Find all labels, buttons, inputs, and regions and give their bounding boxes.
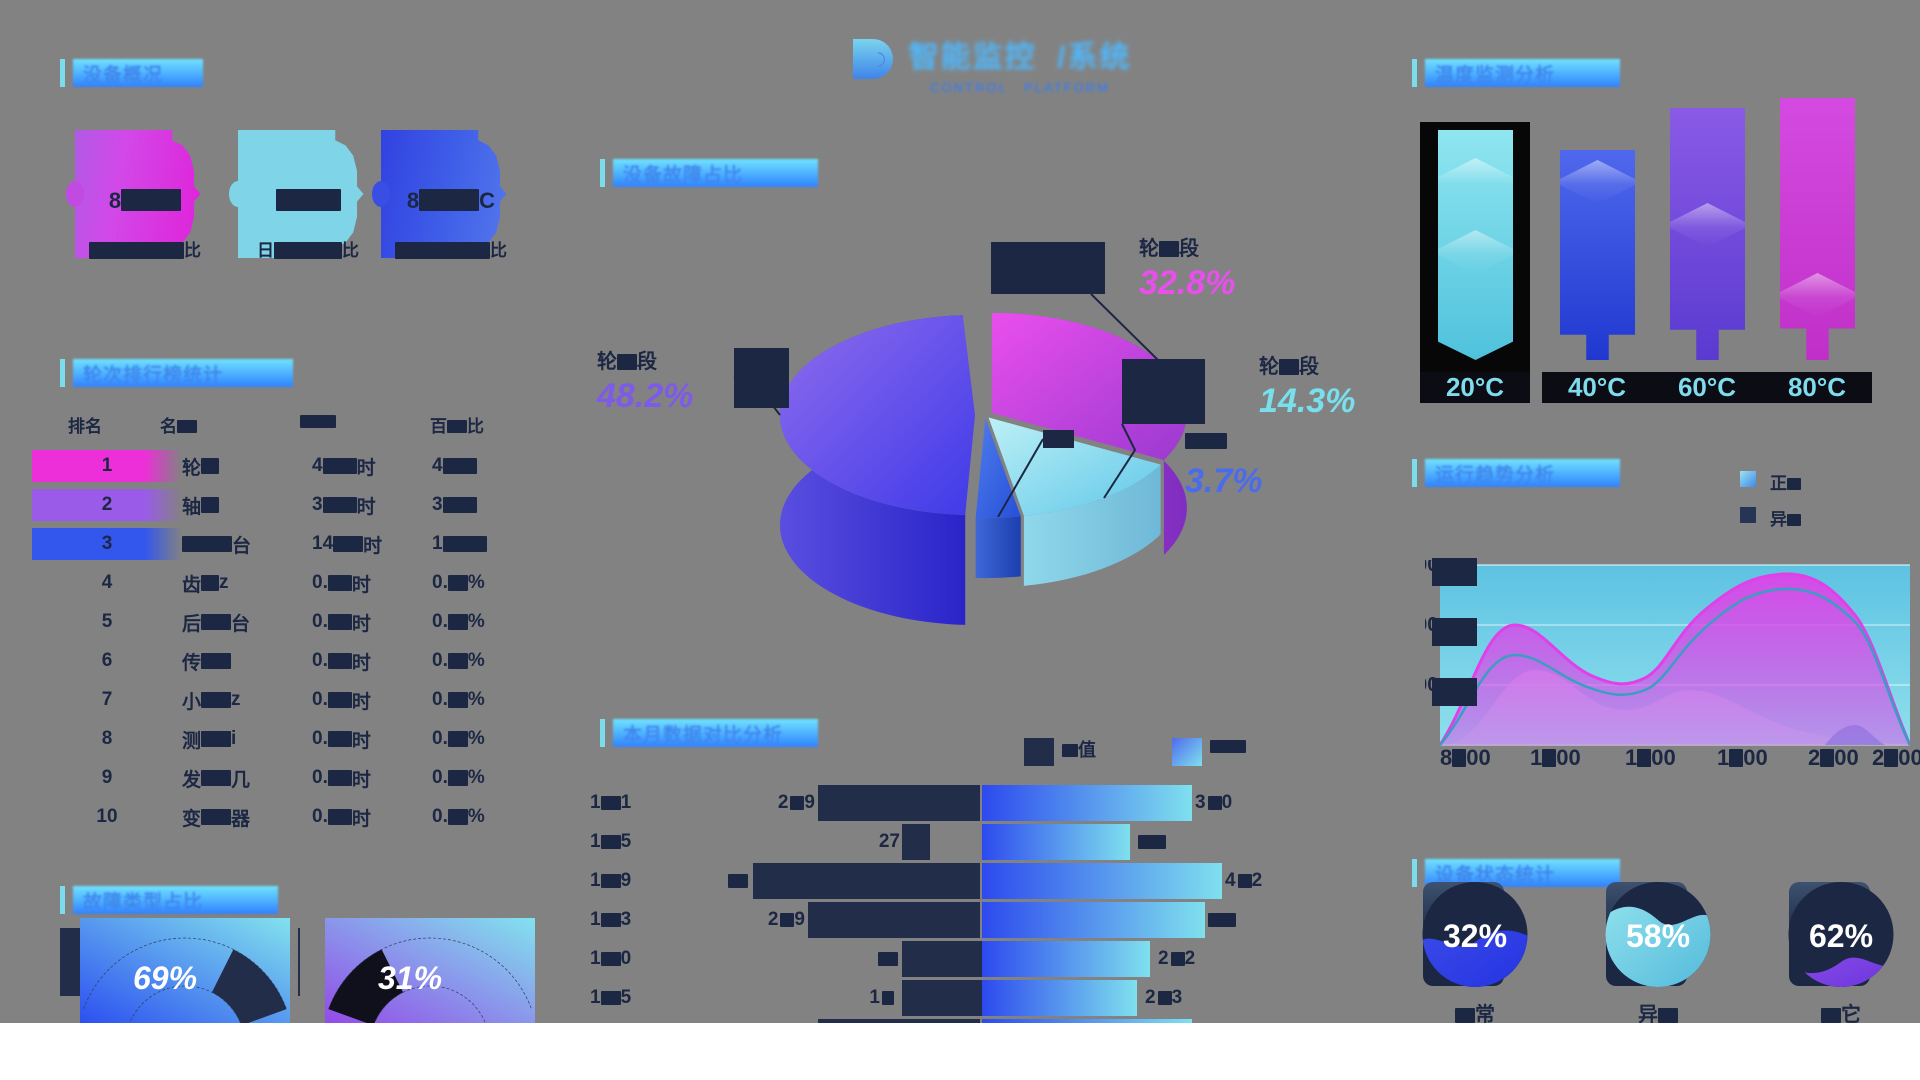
- svg-text:58%: 58%: [1626, 918, 1690, 954]
- svg-text:32%: 32%: [1443, 918, 1507, 954]
- svg-text:62%: 62%: [1809, 918, 1873, 954]
